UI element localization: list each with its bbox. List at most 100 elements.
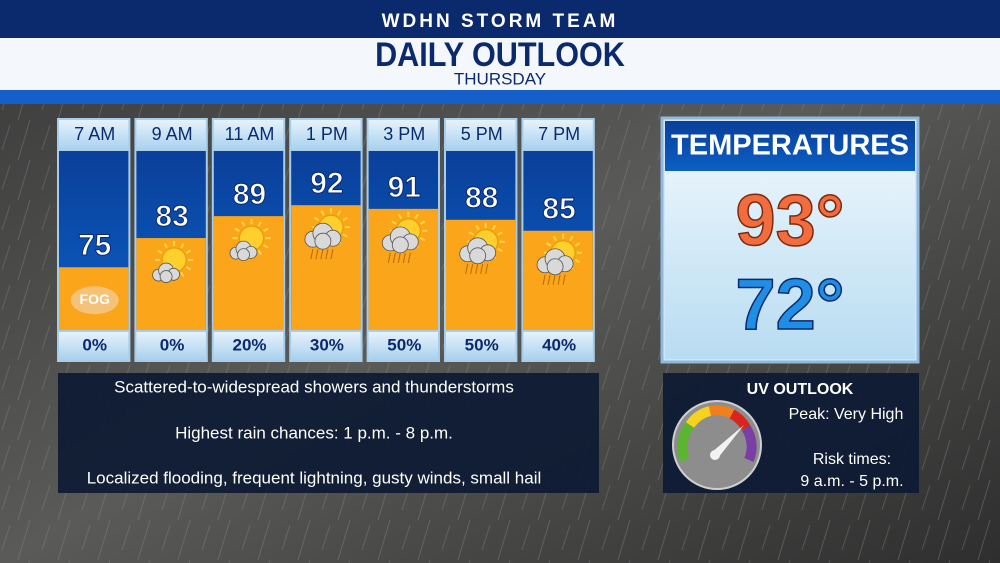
sun-ray — [391, 220, 397, 225]
rain-chance: 40% — [542, 335, 576, 354]
rain-footer — [523, 332, 593, 360]
rain-streak — [310, 249, 314, 260]
top-bar — [0, 0, 1000, 38]
temp-label: 85 — [542, 193, 575, 226]
sun-ray — [180, 271, 185, 278]
rain-streak — [330, 249, 334, 260]
sun-ray — [185, 249, 192, 254]
note: Localized flooding, frequent lightning, … — [87, 468, 542, 487]
time-header — [446, 120, 516, 150]
sun-ray — [546, 242, 552, 247]
cloud-puff — [546, 258, 564, 276]
uv-title: UV OUTLOOK — [747, 381, 854, 398]
sun-ray — [468, 231, 475, 236]
high-temp: 93° — [736, 181, 845, 261]
time-label: 5 PM — [461, 124, 503, 144]
sun-ray — [313, 216, 320, 222]
sun-ray — [337, 210, 342, 216]
time-label: 11 AM — [225, 124, 275, 144]
title-band — [0, 38, 1000, 90]
temp-body — [665, 171, 915, 359]
rain-chance: 50% — [387, 335, 421, 354]
sun-ray — [180, 243, 185, 249]
rain-footer — [136, 332, 206, 360]
temp-label: 83 — [155, 200, 188, 233]
fog-icon — [70, 286, 119, 315]
uv-risk-label: Risk times: — [813, 451, 891, 468]
sun-ray — [419, 236, 426, 242]
temp-header — [665, 121, 915, 171]
cloud-icon — [304, 222, 342, 260]
rain-streak — [475, 263, 479, 274]
time-header — [213, 120, 284, 150]
note: Scattered-to-widespread showers and thun… — [114, 377, 514, 396]
rain-streak — [392, 252, 396, 263]
cloud-icon — [381, 226, 419, 263]
note: Highest rain chances: 1 p.m. - 8 p.m. — [175, 423, 453, 442]
hour-column: 7 AM 75 FOG 0% — [57, 118, 131, 362]
icon-label: FOG — [80, 291, 110, 307]
rain-streak — [397, 252, 401, 263]
hour-column: 11 AM 89 20% — [211, 118, 286, 362]
time-header — [291, 120, 361, 150]
cloud-puff — [391, 236, 409, 254]
sun-ray — [263, 227, 269, 233]
cloud-icon — [152, 262, 181, 283]
sun-ray — [257, 249, 262, 256]
rain-chance: 50% — [465, 335, 499, 354]
notes-box — [58, 373, 599, 493]
time-header — [136, 120, 206, 150]
sun-ray — [574, 242, 581, 247]
sun-ray — [491, 224, 497, 231]
rain-footer — [446, 332, 516, 360]
sun-ray — [397, 213, 403, 220]
time-label: 9 AM — [152, 124, 193, 144]
rain-chance: 30% — [310, 335, 344, 354]
cloud-puff — [237, 248, 250, 262]
temp-label: 75 — [78, 229, 111, 262]
temp-label: 88 — [465, 182, 498, 215]
sun-ray — [157, 249, 163, 254]
sun-ray — [342, 233, 348, 238]
time-header — [368, 120, 438, 150]
uv-gauge — [672, 400, 762, 490]
rain-streak — [315, 249, 319, 260]
rain-streak — [402, 252, 406, 263]
rain-footer — [213, 332, 284, 360]
rain-streak — [465, 263, 469, 274]
sun-ray — [569, 235, 574, 242]
sun-ray — [419, 220, 426, 225]
hour-column: 9 AM 83 0% — [134, 118, 208, 362]
cloud-icon — [536, 248, 574, 285]
rain-streak — [387, 252, 391, 263]
temp-label: 89 — [233, 178, 266, 211]
hour-column: 5 PM 88 50% — [444, 118, 518, 362]
rain-chance: 0% — [82, 335, 107, 354]
sun-ray — [234, 227, 240, 233]
cloud-puff — [314, 232, 332, 250]
sun-ray — [257, 221, 262, 227]
temp-label: 92 — [310, 167, 343, 200]
sun-ray — [163, 243, 168, 249]
sun-ray — [241, 221, 246, 227]
uv-risk-times: 9 a.m. - 5 p.m. — [800, 473, 903, 490]
rain-streak — [480, 263, 484, 274]
time-label: 7 PM — [538, 124, 580, 144]
sun-ray — [475, 224, 480, 231]
sun-ray — [263, 244, 269, 249]
cloud-puff — [469, 247, 487, 265]
rain-streak — [547, 274, 551, 285]
sun-ray — [497, 231, 503, 236]
rain-streak — [485, 263, 489, 274]
day: THURSDAY — [454, 69, 546, 88]
sun-ray — [414, 213, 419, 220]
hour-column: 3 PM 91 50% — [366, 118, 440, 362]
rain-footer — [291, 332, 361, 360]
sun-ray — [320, 210, 325, 216]
rain-streak — [325, 249, 329, 260]
sun-ray — [185, 266, 192, 271]
rain-streak — [407, 252, 411, 263]
station: WDHN STORM TEAM — [382, 11, 619, 32]
time-label: 7 AM — [74, 124, 115, 144]
